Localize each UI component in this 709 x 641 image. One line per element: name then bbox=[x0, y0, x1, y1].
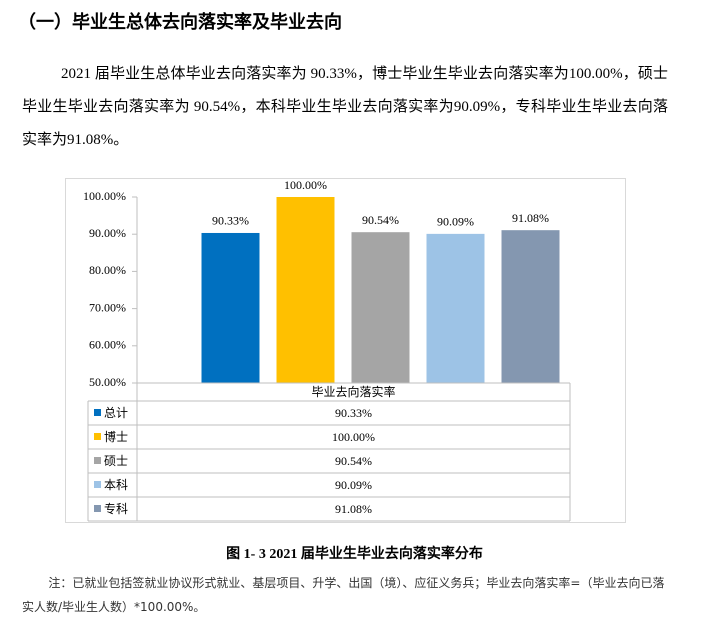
y-tick-label: 70.00% bbox=[89, 300, 126, 314]
table-value: 91.08% bbox=[335, 502, 372, 516]
paragraph: 2021 届毕业生总体毕业去向落实率为 90.33%，博士毕业生毕业去向落实率为… bbox=[22, 66, 668, 148]
y-tick-label: 60.00% bbox=[89, 338, 126, 352]
table-value: 90.09% bbox=[335, 478, 372, 492]
bar bbox=[276, 197, 335, 383]
y-tick-label: 100.00% bbox=[83, 189, 126, 203]
bar bbox=[351, 232, 410, 383]
legend-swatch bbox=[94, 505, 101, 512]
section-title: （一）毕业生总体去向落实率及毕业去向 bbox=[18, 12, 342, 33]
bar bbox=[426, 233, 485, 383]
bar bbox=[201, 232, 260, 383]
bar bbox=[501, 230, 560, 383]
legend-swatch bbox=[94, 457, 101, 464]
legend-label: 硕士 bbox=[104, 454, 128, 468]
legend-label: 博士 bbox=[104, 429, 128, 444]
y-tick-label: 90.00% bbox=[89, 226, 126, 240]
legend-swatch bbox=[94, 409, 101, 416]
value-label: 90.54% bbox=[362, 213, 399, 227]
figure-caption: 图 1- 3 2021 届毕业生毕业去向落实率分布 bbox=[226, 547, 483, 562]
legend-label: 总计 bbox=[104, 406, 128, 420]
table-header: 毕业去向落实率 bbox=[311, 384, 395, 399]
y-tick-label: 50.00% bbox=[89, 375, 126, 389]
table-value: 100.00% bbox=[332, 430, 375, 444]
legend-swatch bbox=[94, 433, 101, 440]
y-tick-label: 80.00% bbox=[89, 263, 126, 277]
legend-label: 本科 bbox=[104, 478, 128, 492]
value-label: 100.00% bbox=[284, 178, 327, 192]
legend-label: 专科 bbox=[104, 501, 128, 516]
value-label: 90.09% bbox=[437, 215, 474, 229]
table-value: 90.54% bbox=[335, 454, 372, 468]
legend-swatch bbox=[94, 481, 101, 488]
value-label: 91.08% bbox=[512, 211, 549, 225]
chart: 50.00% 60.00% 70.00% 80.00% 90.00% 100.00% 90.… bbox=[65, 178, 626, 523]
chart-frame bbox=[65, 178, 626, 523]
note: 注：已就业包括签就业协议形式就业、基层项目、升学、出国（境）、应征义务兵；毕业去… bbox=[22, 576, 665, 614]
table-value: 90.33% bbox=[335, 406, 372, 420]
value-label: 90.33% bbox=[212, 214, 249, 228]
